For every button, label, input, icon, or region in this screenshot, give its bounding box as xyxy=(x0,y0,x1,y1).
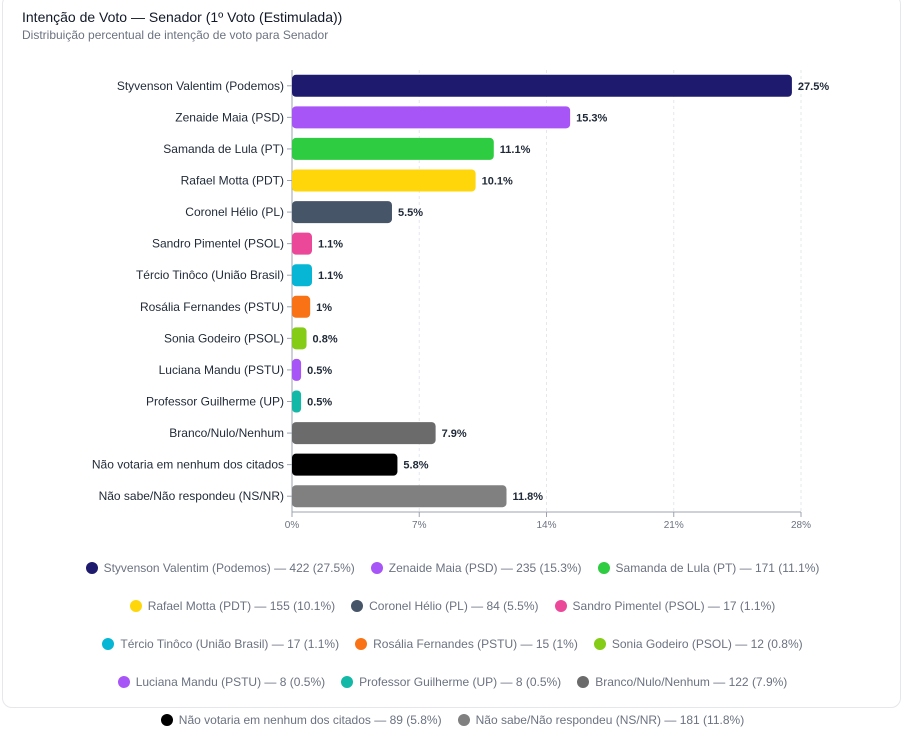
category-label: Sonia Godeiro (PSOL) xyxy=(164,331,284,345)
bar xyxy=(292,390,302,413)
category-label: Não sabe/Não respondeu (NS/NR) xyxy=(99,489,284,503)
legend-item: Zenaide Maia (PSD) — 235 (15.3%) xyxy=(370,559,582,577)
value-label: 11.8% xyxy=(513,491,544,503)
legend-label: Zenaide Maia (PSD) — 235 (15.3%) xyxy=(388,561,582,575)
legend-item: Styvenson Valentim (Podemos) — 422 (27.5… xyxy=(85,559,355,577)
legend-swatch xyxy=(129,600,142,612)
bar xyxy=(292,295,311,318)
category-label: Não votaria em nenhum dos citados xyxy=(92,458,284,472)
value-label: 5.5% xyxy=(398,207,423,219)
legend-swatch xyxy=(351,600,364,612)
legend-item: Luciana Mandu (PSTU) — 8 (0.5%) xyxy=(117,673,326,691)
legend-label: Styvenson Valentim (Podemos) — 422 (27.5… xyxy=(103,561,355,575)
legend-swatch xyxy=(117,676,130,688)
bar xyxy=(292,137,494,160)
legend-item: Coronel Hélio (PL) — 84 (5.5%) xyxy=(351,597,539,615)
value-label: 11.1% xyxy=(500,144,531,156)
x-tick-label: 14% xyxy=(536,520,556,531)
category-label: Rosália Fernandes (PSTU) xyxy=(140,300,284,314)
category-label: Zenaide Maia (PSD) xyxy=(175,110,284,124)
category-label: Sandro Pimentel (PSOL) xyxy=(152,237,284,251)
legend-label: Não votaria em nenhum dos citados — 89 (… xyxy=(178,713,442,727)
bar xyxy=(292,327,307,350)
legend-item: Sandro Pimentel (PSOL) — 17 (1.1%) xyxy=(554,597,776,615)
bar xyxy=(292,264,312,287)
category-label: Tércio Tinôco (União Brasil) xyxy=(136,268,284,282)
category-label: Branco/Nulo/Nenhum xyxy=(169,426,284,440)
bar xyxy=(292,201,392,224)
legend-swatch xyxy=(85,562,98,574)
category-label: Luciana Mandu (PSTU) xyxy=(159,363,284,377)
value-label: 15.3% xyxy=(576,112,607,124)
value-label: 10.1% xyxy=(482,176,513,188)
category-label: Coronel Hélio (PL) xyxy=(185,205,284,219)
value-label: 1% xyxy=(316,302,332,314)
legend-swatch xyxy=(593,638,606,650)
value-label: 5.8% xyxy=(403,460,428,472)
legend-label: Sandro Pimentel (PSOL) — 17 (1.1%) xyxy=(572,599,776,613)
category-label: Styvenson Valentim (Podemos) xyxy=(117,79,284,93)
legend-item: Sonia Godeiro (PSOL) — 12 (0.8%) xyxy=(593,635,803,653)
legend-label: Rafael Motta (PDT) — 155 (10.1%) xyxy=(147,599,336,613)
legend-swatch xyxy=(102,638,115,650)
legend-item: Professor Guilherme (UP) — 8 (0.5%) xyxy=(341,673,561,691)
legend-swatch xyxy=(577,676,590,688)
chart-title: Intenção de Voto — Senador (1º Voto (Est… xyxy=(22,9,343,25)
value-label: 1.1% xyxy=(318,270,343,282)
legend-item: Samanda de Lula (PT) — 171 (11.1%) xyxy=(597,559,820,577)
chart-legend: Styvenson Valentim (Podemos) — 422 (27.5… xyxy=(40,559,865,729)
legend-item: Não sabe/Não respondeu (NS/NR) — 181 (11… xyxy=(457,711,745,729)
value-label: 7.9% xyxy=(442,428,467,440)
bar xyxy=(292,106,571,129)
value-label: 0.5% xyxy=(307,365,332,377)
bar xyxy=(292,74,792,97)
legend-item: Tércio Tinôco (União Brasil) — 17 (1.1%) xyxy=(102,635,339,653)
legend-item: Rosália Fernandes (PSTU) — 15 (1%) xyxy=(355,635,578,653)
legend-label: Professor Guilherme (UP) — 8 (0.5%) xyxy=(359,675,562,689)
x-tick-label: 0% xyxy=(285,520,300,531)
chart-subtitle: Distribuição percentual de intenção de v… xyxy=(22,28,329,42)
legend-label: Luciana Mandu (PSTU) — 8 (0.5%) xyxy=(135,675,326,689)
legend-swatch xyxy=(370,562,383,574)
legend-swatch xyxy=(597,562,610,574)
bar xyxy=(292,453,398,476)
bar xyxy=(292,169,476,192)
x-tick-label: 28% xyxy=(791,520,811,531)
x-tick-label: 7% xyxy=(412,520,427,531)
bar xyxy=(292,485,507,508)
legend-label: Coronel Hélio (PL) — 84 (5.5%) xyxy=(369,599,539,613)
legend-item: Branco/Nulo/Nenhum — 122 (7.9%) xyxy=(577,673,787,691)
legend-swatch xyxy=(554,600,567,612)
category-label: Professor Guilherme (UP) xyxy=(146,395,284,409)
value-label: 0.8% xyxy=(313,333,338,345)
legend-swatch xyxy=(355,638,368,650)
category-label: Samanda de Lula (PT) xyxy=(163,142,284,156)
legend-item: Não votaria em nenhum dos citados — 89 (… xyxy=(160,711,442,729)
legend-swatch xyxy=(457,714,470,726)
value-label: 0.5% xyxy=(307,397,332,409)
legend-label: Não sabe/Não respondeu (NS/NR) — 181 (11… xyxy=(475,713,745,727)
legend-item: Rafael Motta (PDT) — 155 (10.1%) xyxy=(129,597,336,615)
legend-label: Samanda de Lula (PT) — 171 (11.1%) xyxy=(615,561,820,575)
legend-label: Sonia Godeiro (PSOL) — 12 (0.8%) xyxy=(611,637,803,651)
legend-swatch xyxy=(160,714,173,726)
bar xyxy=(292,232,312,255)
bar xyxy=(292,422,436,445)
x-tick-label: 21% xyxy=(664,520,684,531)
legend-label: Branco/Nulo/Nenhum — 122 (7.9%) xyxy=(595,675,788,689)
value-label: 1.1% xyxy=(318,239,343,251)
value-label: 27.5% xyxy=(798,81,829,93)
bar-chart: 0% 7% 14% 21% 28% Styvenson Valentim (Podemos… xyxy=(92,70,829,531)
legend-swatch xyxy=(341,676,354,688)
category-label: Rafael Motta (PDT) xyxy=(181,174,284,188)
legend-label: Rosália Fernandes (PSTU) — 15 (1%) xyxy=(373,637,578,651)
legend-label: Tércio Tinôco (União Brasil) — 17 (1.1%) xyxy=(120,637,340,651)
bar xyxy=(292,358,302,381)
